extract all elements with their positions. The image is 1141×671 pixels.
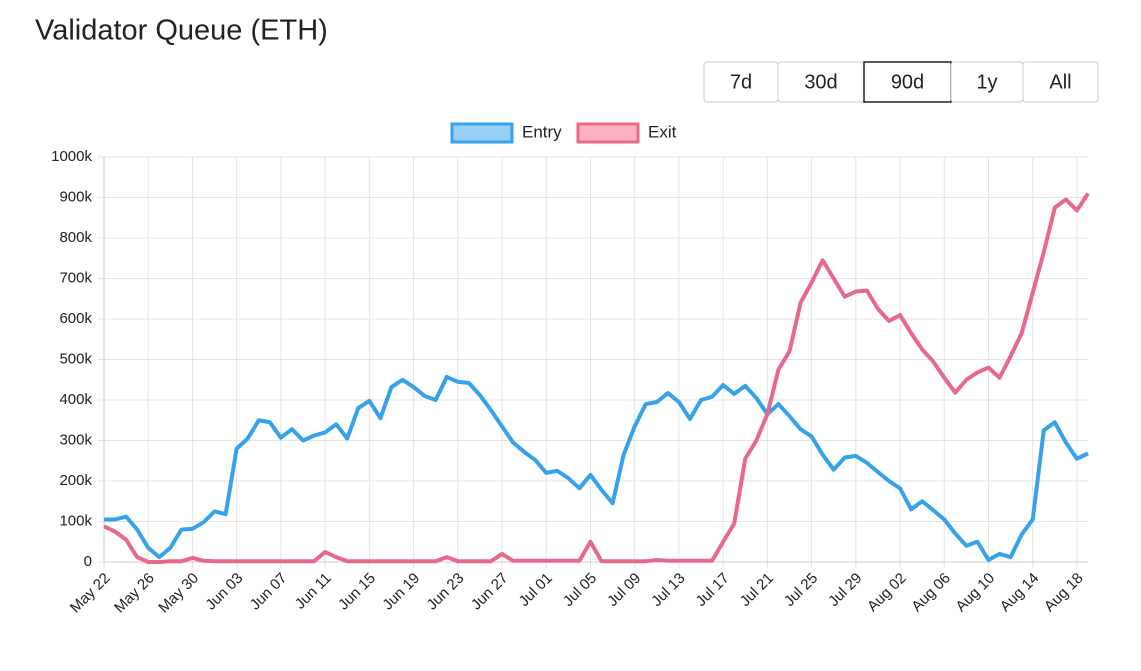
range-button-label[interactable]: 7d — [730, 71, 752, 93]
x-tick-label: Jun 27 — [468, 570, 512, 614]
x-tick-label: Jun 07 — [247, 570, 291, 614]
x-tick-label: Jul 01 — [516, 570, 556, 610]
y-tick-label: 500k — [59, 350, 92, 367]
x-tick-label: May 26 — [111, 570, 158, 617]
y-tick-label: 300k — [59, 431, 92, 448]
x-tick-label: Jul 29 — [825, 570, 865, 610]
y-tick-label: 900k — [59, 188, 92, 205]
legend-label: Entry — [522, 122, 562, 141]
range-button-label[interactable]: 30d — [804, 71, 837, 93]
y-tick-label: 0 — [84, 553, 92, 570]
x-tick-label: Jul 13 — [648, 570, 688, 610]
legend-swatch — [576, 122, 640, 144]
x-tick-label: Jun 03 — [202, 570, 246, 614]
chart-title: Validator Queue (ETH) — [35, 15, 328, 47]
range-button-label[interactable]: All — [1049, 71, 1071, 93]
x-tick-label: Aug 18 — [1041, 570, 1087, 616]
line-series — [103, 192, 1090, 564]
y-tick-label: 700k — [59, 269, 92, 286]
x-tick-label: Jun 15 — [335, 570, 379, 614]
x-tick-label: Aug 06 — [908, 570, 954, 616]
y-tick-label: 400k — [59, 391, 92, 408]
x-tick-label: Jul 25 — [781, 570, 821, 610]
y-tick-label: 100k — [59, 512, 92, 529]
x-tick-label: Aug 02 — [864, 570, 910, 616]
legend-label: Exit — [648, 122, 677, 141]
range-button[interactable] — [863, 61, 952, 103]
x-tick-label: Aug 14 — [997, 570, 1043, 616]
y-tick-label: 600k — [59, 310, 92, 327]
x-tick-label: May 30 — [155, 570, 202, 617]
x-tick-label: Jul 21 — [737, 570, 777, 610]
x-tick-label: Jul 09 — [604, 570, 644, 610]
x-tick-label: Jun 11 — [292, 570, 335, 613]
line-series — [104, 374, 1089, 562]
legend-swatch — [450, 122, 514, 144]
x-tick-label: Jun 19 — [379, 570, 423, 614]
y-tick-label: 1000k — [51, 148, 92, 165]
x-tick-label: May 22 — [67, 570, 114, 617]
range-button-label[interactable]: 90d — [891, 71, 924, 93]
y-tick-label: 200k — [59, 472, 92, 489]
range-button-label[interactable]: 1y — [976, 71, 997, 93]
x-tick-label: Jun 23 — [424, 570, 468, 614]
x-tick-label: Jul 17 — [692, 570, 732, 610]
x-tick-label: Aug 10 — [952, 570, 998, 616]
range-button[interactable] — [1022, 61, 1099, 103]
y-tick-label: 800k — [59, 229, 92, 246]
x-tick-label: Jul 05 — [560, 570, 600, 610]
